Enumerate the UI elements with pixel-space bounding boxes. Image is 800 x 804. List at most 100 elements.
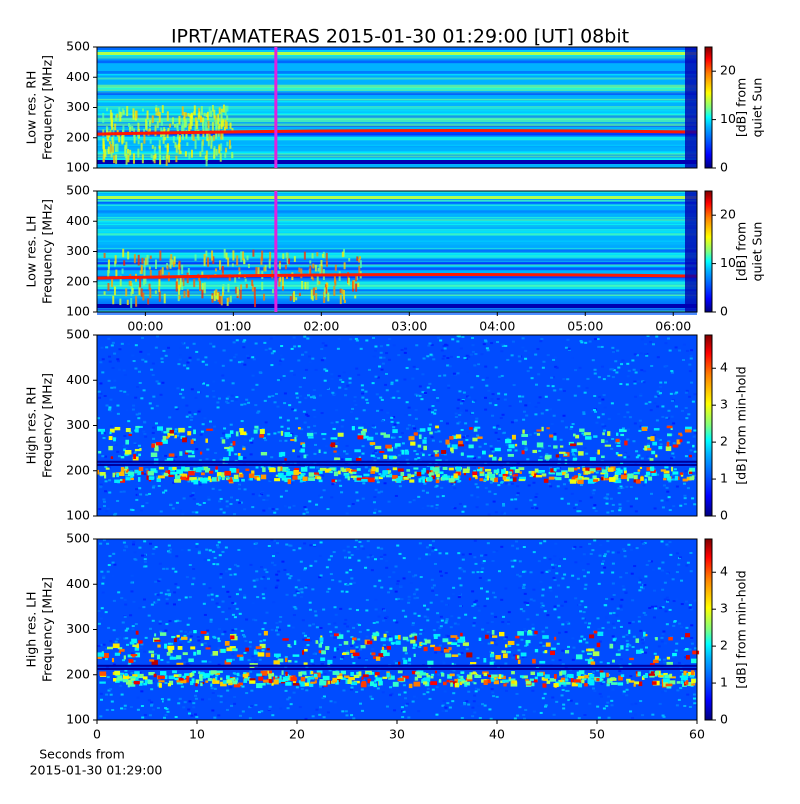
spectrogram-texture [381,420,384,422]
spectrogram-texture [477,689,480,691]
spectrogram-texture [442,710,445,712]
spectrogram-texture [156,442,163,445]
spectrogram-texture [542,367,545,369]
spectrogram-texture [250,453,253,455]
spectrogram-texture [300,596,303,598]
spectrogram-texture [427,387,430,389]
spectrogram-texture [174,124,176,128]
spectrogram-texture [343,371,346,373]
spectrogram-texture [515,444,517,447]
spectrogram-texture [224,153,226,158]
spectrogram-texture [419,542,422,544]
spectrogram-texture [643,584,646,586]
spectrogram-texture [326,387,329,389]
spectrogram-texture [622,548,625,550]
spectrogram-texture [130,590,133,592]
spectrogram-texture [242,346,245,348]
spectrogram-texture [445,552,448,554]
spectrogram-texture [324,287,326,297]
spectrogram-texture [488,491,491,493]
spectrogram-texture [212,551,215,553]
spectrogram-texture [97,221,697,223]
spectrogram-texture [97,99,697,101]
spectrogram-texture [334,457,340,460]
spectrogram-texture [561,605,564,607]
spectrogram-texture [159,683,162,688]
spectrogram-texture [416,368,419,370]
spectrogram-texture [459,676,461,678]
spectrogram-texture [195,351,198,353]
spectrogram-texture [597,643,601,647]
spectrogram-texture [631,599,634,601]
spectrogram-texture [373,683,377,687]
spectrogram-texture [371,455,375,457]
spectrogram-texture [514,498,517,500]
spectrogram-texture [244,488,247,490]
spectrogram-texture [537,402,540,404]
spectrogram-texture [197,639,200,641]
spectrogram-texture [274,401,277,403]
spectrogram-texture [191,388,194,390]
spectrogram-texture [331,437,338,439]
spectrogram-texture [641,642,644,644]
spectrogram-texture [676,571,679,573]
spectrogram-texture [204,282,206,293]
spectrogram-texture [372,453,375,455]
colorbar-label: [dB] from [734,222,749,281]
spectrogram-texture [157,599,160,601]
spectrogram-texture [293,594,296,596]
spectrogram-texture [260,429,265,434]
spectrogram-texture [542,697,545,699]
spectrogram-texture [265,612,268,614]
spectrogram-texture [223,700,226,702]
spectrogram-texture [628,630,630,634]
spectrogram-texture [120,707,123,709]
spectrogram-texture [200,478,207,482]
spectrogram-texture [155,347,158,349]
spectrogram-texture [164,701,167,703]
spectrogram-texture [155,154,157,159]
y-tick-label: 100 [66,160,90,175]
spectrogram-texture [362,445,365,447]
spectrogram-texture [209,471,213,474]
spectrogram-texture [276,552,279,554]
spectrogram-texture [443,355,446,357]
spectrogram-texture [678,662,681,664]
spectrogram-texture [138,287,140,295]
spectrogram-texture [469,427,473,430]
spectrogram-texture [144,361,147,363]
spectrogram-texture [99,715,102,717]
spectrogram-texture [582,411,585,413]
spectrogram-texture [460,412,463,414]
spectrogram-texture [563,558,566,560]
spectrogram-texture [111,152,113,158]
spectrogram-texture [157,594,160,596]
spectrogram-texture [175,156,177,162]
spectrogram-texture [595,510,598,512]
spectrogram-texture [222,284,224,292]
spectrogram-texture [481,567,484,569]
spectrogram-texture [353,400,356,402]
spectrogram-texture [409,501,412,503]
spectrogram-texture [196,503,199,505]
spectrogram-texture [661,561,664,563]
spectrogram-texture [227,284,229,292]
spectrogram-texture [254,649,257,651]
spectrogram-texture [486,377,489,379]
spectrogram-texture [529,367,532,369]
spectrogram-texture [339,644,342,646]
spectrogram-texture [218,628,221,630]
spectrogram-texture [434,549,437,551]
spectrogram-texture [424,392,427,394]
spectrogram-texture [177,363,180,365]
spectrogram-texture [169,453,175,456]
spectrogram-texture [230,496,233,498]
spectrogram-texture [579,546,582,548]
spectrogram-texture [467,704,470,706]
spectrogram-texture [191,439,194,444]
spectrogram-texture [418,445,421,448]
spectrogram-texture [569,674,573,678]
spectrogram-texture [353,280,355,289]
spectrogram-texture [255,343,258,345]
spectrogram-texture [392,429,397,433]
